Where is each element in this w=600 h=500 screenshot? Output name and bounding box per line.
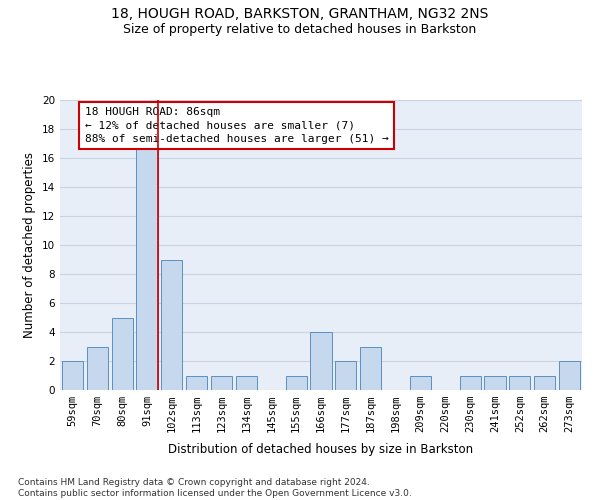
- Bar: [161, 260, 182, 390]
- Bar: [559, 361, 580, 390]
- Bar: [484, 376, 506, 390]
- Bar: [335, 361, 356, 390]
- Bar: [286, 376, 307, 390]
- Bar: [410, 376, 431, 390]
- Text: Size of property relative to detached houses in Barkston: Size of property relative to detached ho…: [124, 22, 476, 36]
- Bar: [136, 129, 158, 390]
- Bar: [360, 346, 381, 390]
- Text: 18 HOUGH ROAD: 86sqm
← 12% of detached houses are smaller (7)
88% of semi-detach: 18 HOUGH ROAD: 86sqm ← 12% of detached h…: [85, 108, 389, 144]
- Bar: [236, 376, 257, 390]
- Text: 18, HOUGH ROAD, BARKSTON, GRANTHAM, NG32 2NS: 18, HOUGH ROAD, BARKSTON, GRANTHAM, NG32…: [112, 8, 488, 22]
- Bar: [509, 376, 530, 390]
- Bar: [112, 318, 133, 390]
- Text: Contains HM Land Registry data © Crown copyright and database right 2024.
Contai: Contains HM Land Registry data © Crown c…: [18, 478, 412, 498]
- Bar: [62, 361, 83, 390]
- Bar: [310, 332, 332, 390]
- Text: Distribution of detached houses by size in Barkston: Distribution of detached houses by size …: [169, 442, 473, 456]
- Y-axis label: Number of detached properties: Number of detached properties: [23, 152, 37, 338]
- Bar: [534, 376, 555, 390]
- Bar: [87, 346, 108, 390]
- Bar: [460, 376, 481, 390]
- Bar: [211, 376, 232, 390]
- Bar: [186, 376, 207, 390]
